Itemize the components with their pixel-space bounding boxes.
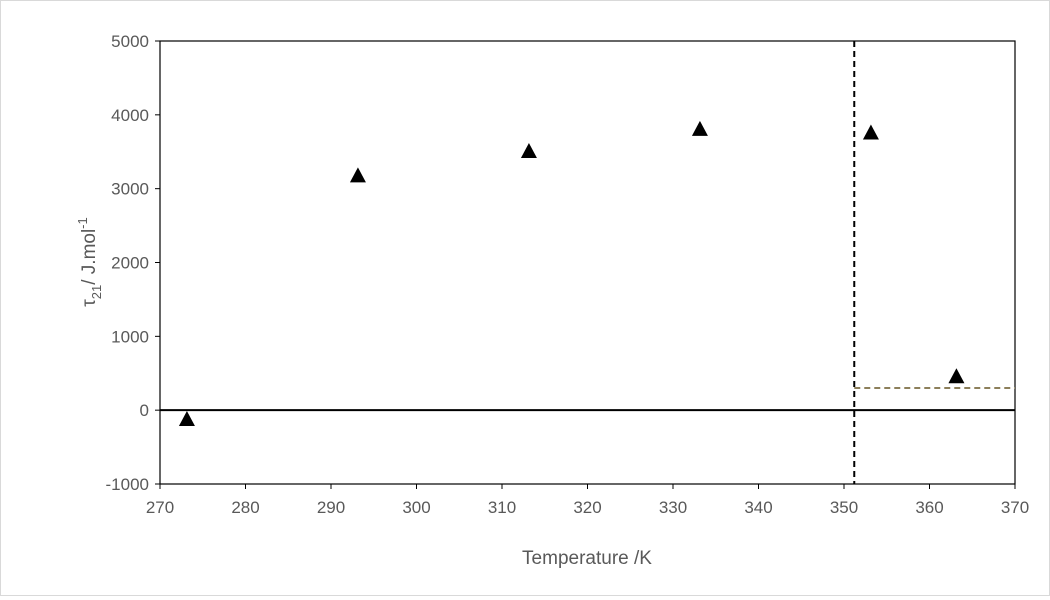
y-tick-labels: -1000 0 1000 2000 3000 4000 5000 — [106, 32, 160, 494]
x-tick-label: 300 — [402, 498, 430, 517]
y-tick-label: 2000 — [111, 254, 149, 273]
x-tick-label: 350 — [830, 498, 858, 517]
data-point-triangle — [862, 124, 879, 140]
x-tick-label: 320 — [573, 498, 601, 517]
x-tick-label: 340 — [744, 498, 772, 517]
y-axis-title-group: τ21/ J.mol-1 — [75, 217, 104, 307]
data-point-triangle — [178, 411, 195, 427]
data-point-triangle — [520, 143, 537, 159]
y-axis-title-subscript: 21 — [89, 285, 104, 299]
y-tick-label: 5000 — [111, 32, 149, 51]
y-tick-label: -1000 — [106, 475, 149, 494]
x-tick-label: 290 — [317, 498, 345, 517]
x-tick-label: 280 — [231, 498, 259, 517]
data-point-triangle — [691, 120, 708, 136]
x-axis-title: Temperature /K — [522, 548, 652, 569]
x-tick-label: 330 — [659, 498, 687, 517]
x-tick-labels: 270 280 290 300 310 320 330 340 350 360 370 — [146, 484, 1029, 517]
reference-lines — [160, 41, 1015, 484]
y-tick-label: 4000 — [111, 106, 149, 125]
y-axis-title-superscript: -1 — [75, 217, 90, 229]
y-tick-label: 1000 — [111, 327, 149, 346]
data-point-triangle — [349, 167, 366, 183]
plot-area — [159, 40, 1016, 485]
y-axis-title-symbol: τ — [79, 299, 100, 307]
y-tick-label: 0 — [140, 401, 149, 420]
y-axis-title: τ21/ J.mol-1 — [75, 217, 104, 307]
y-axis-title-unit: / J.mol — [79, 229, 100, 285]
data-points — [178, 120, 965, 427]
x-tick-label: 360 — [915, 498, 943, 517]
data-point-triangle — [948, 368, 965, 384]
y-tick-label: 3000 — [111, 180, 149, 199]
x-tick-label: 370 — [1001, 498, 1029, 517]
x-tick-label: 310 — [488, 498, 516, 517]
x-tick-label: 270 — [146, 498, 174, 517]
